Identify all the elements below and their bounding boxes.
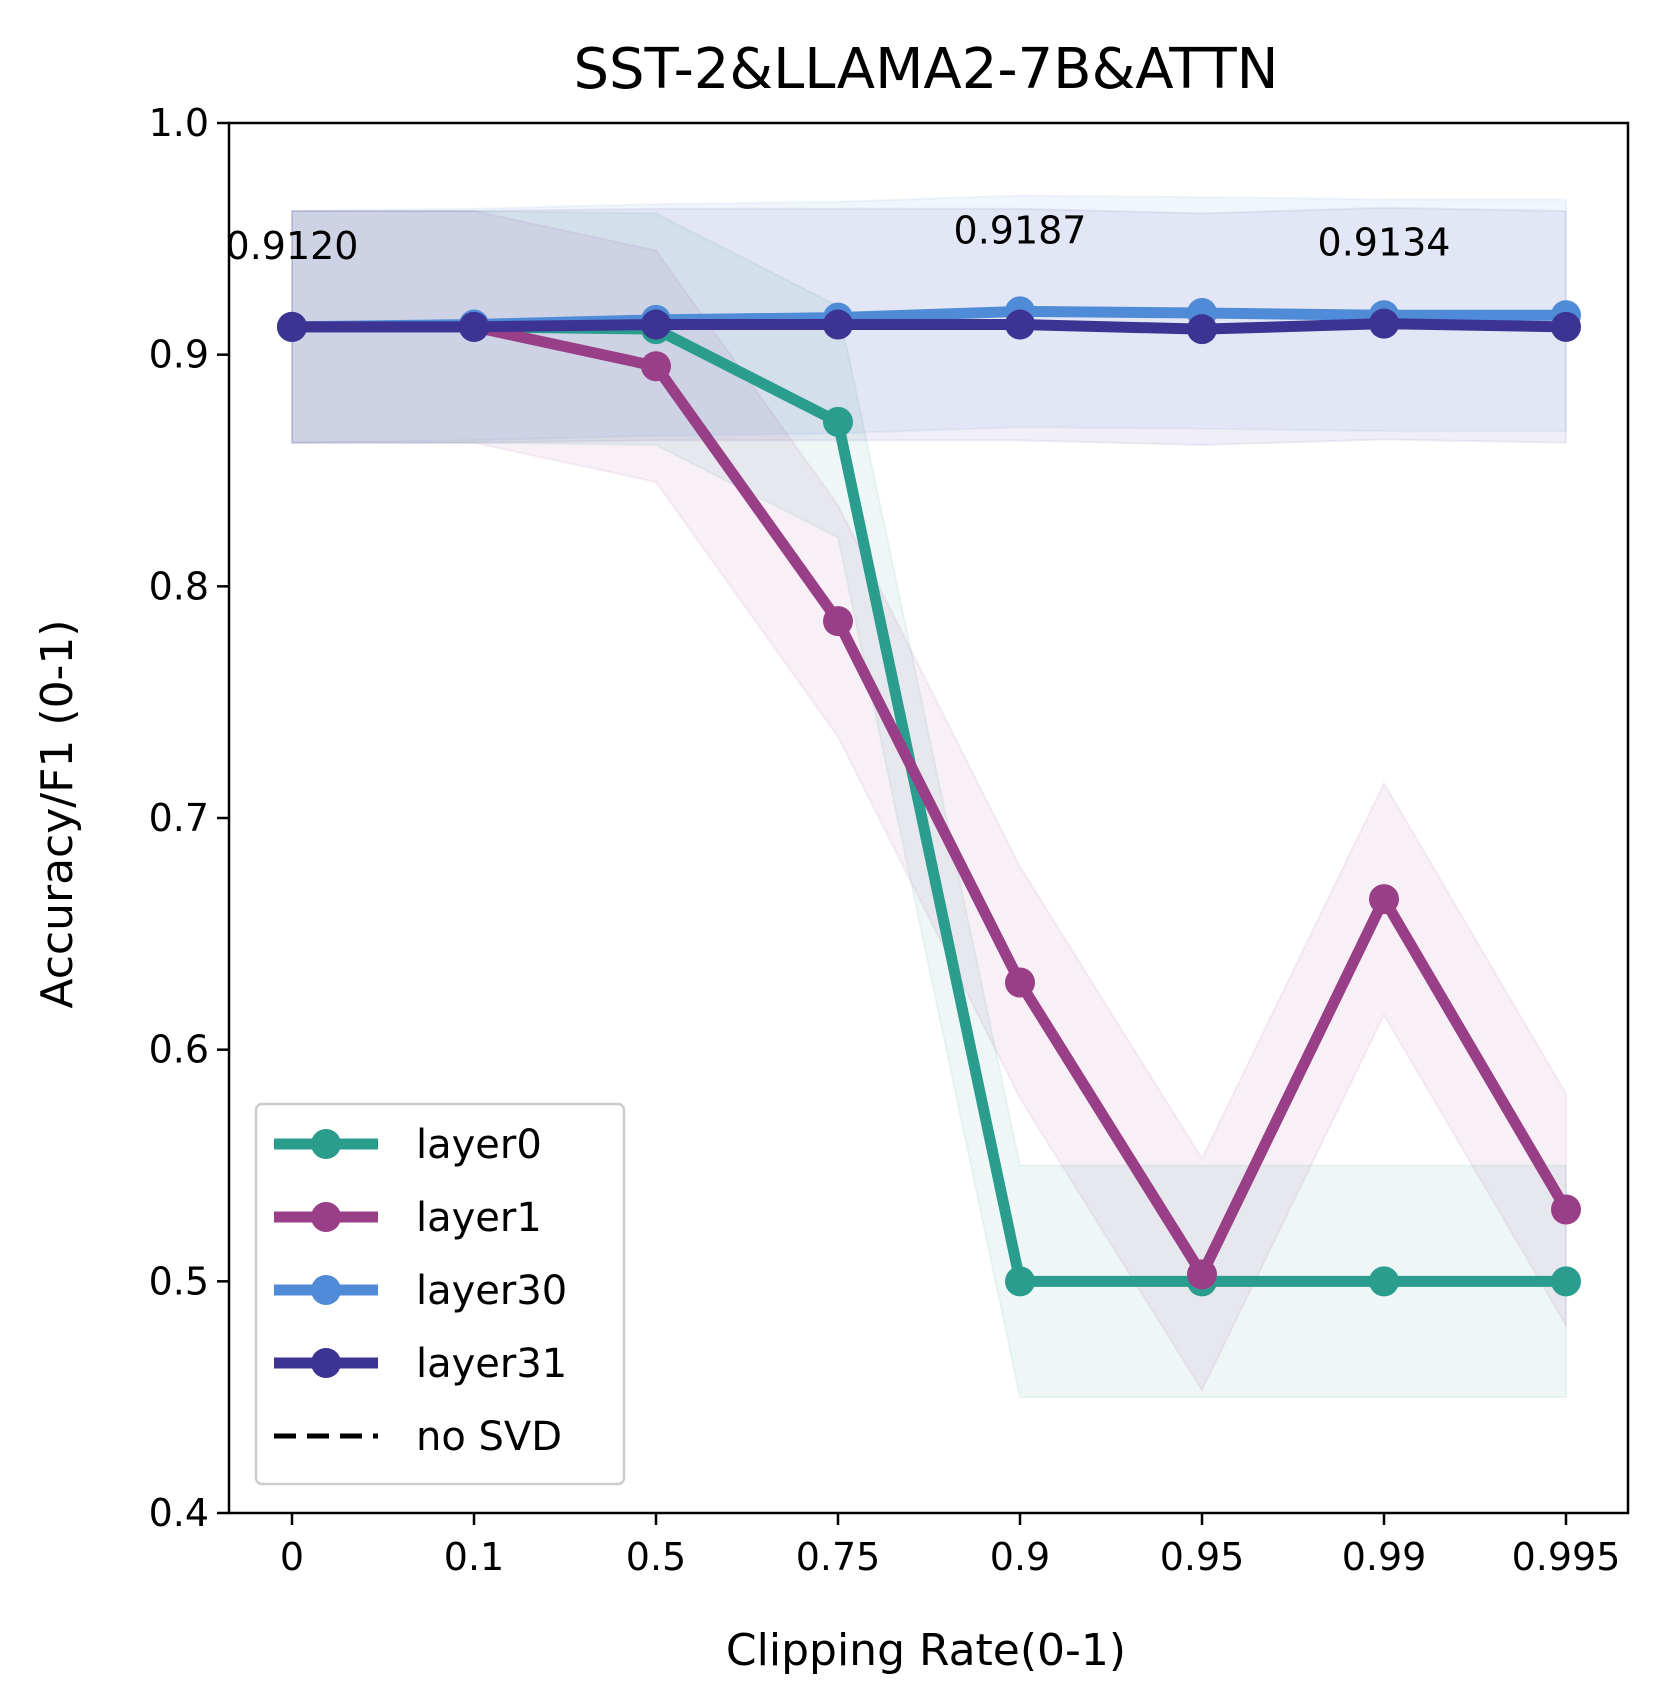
series-line-layer1 <box>292 321 1571 1280</box>
legend-label-layer0: layer0 <box>416 1122 542 1168</box>
data-point-layer0-0.9 <box>1005 1266 1035 1297</box>
x-tick-label: 0.75 <box>796 1535 881 1579</box>
y-axis-label: Accuracy/F1 (0-1) <box>32 619 83 1008</box>
data-point-layer31-0.95 <box>1187 314 1217 345</box>
value-annotation: 0.9134 <box>1318 221 1451 265</box>
data-point-layer0-0.99 <box>1369 1266 1399 1297</box>
y-tick-label: 0.9 <box>149 333 209 377</box>
data-point-layer1-0.99 <box>1369 884 1399 915</box>
legend-label-layer1: layer1 <box>416 1195 542 1241</box>
data-point-layer1-0.5 <box>641 351 671 382</box>
data-point-layer1-0.75 <box>823 606 853 637</box>
x-tick-label: 0.995 <box>1512 1535 1621 1579</box>
legend-marker-layer30 <box>311 1275 341 1305</box>
data-point-layer1-0.9 <box>1005 967 1035 998</box>
data-point-layer0-0.995 <box>1551 1266 1581 1297</box>
legend-marker-layer1 <box>311 1202 341 1232</box>
x-tick-label: 0.5 <box>626 1535 686 1579</box>
data-point-layer31-0.1 <box>459 311 489 342</box>
x-axis-label: Clipping Rate(0-1) <box>726 1625 1126 1676</box>
data-point-layer0-0.75 <box>823 406 853 437</box>
legend-label-no-SVD: no SVD <box>416 1414 562 1460</box>
data-point-layer31-0.75 <box>823 309 853 340</box>
value-annotation: 0.9120 <box>226 224 359 268</box>
data-point-layer31-0.9 <box>1005 309 1035 340</box>
x-tick-label: 0 <box>280 1535 304 1579</box>
value-annotations: 0.9120 0.9187 0.9134 <box>226 208 1451 268</box>
data-point-layer31-0.995 <box>1551 311 1581 342</box>
legend-box <box>254 1102 626 1486</box>
x-tick-label: 0.9 <box>990 1535 1050 1579</box>
value-annotation: 0.9187 <box>954 208 1087 252</box>
data-point-layer31-0 <box>277 311 307 342</box>
legend: layer0 layer1 layer30 layer31 no SVD <box>254 1102 626 1486</box>
data-point-layer1-0.995 <box>1551 1194 1581 1225</box>
legend-marker-layer31 <box>311 1348 341 1378</box>
y-tick-label: 0.5 <box>149 1259 209 1303</box>
y-tick-label: 0.7 <box>149 796 209 840</box>
data-point-layer31-0.5 <box>641 309 671 340</box>
data-point-layer1-0.95 <box>1187 1259 1217 1290</box>
legend-label-layer31: layer31 <box>416 1341 567 1387</box>
x-tick-label: 0.1 <box>444 1535 504 1579</box>
y-tick-label: 0.8 <box>149 564 209 608</box>
y-tick-label: 0.6 <box>149 1028 209 1072</box>
chart-title: SST-2&LLAMA2-7B&ATTN <box>573 37 1278 102</box>
x-tick-label: 0.95 <box>1160 1535 1245 1579</box>
legend-marker-layer0 <box>311 1129 341 1159</box>
data-point-layer31-0.99 <box>1369 308 1399 339</box>
legend-label-layer30: layer30 <box>416 1268 567 1314</box>
x-tick-label: 0.99 <box>1342 1535 1427 1579</box>
series-lines <box>277 296 1581 1297</box>
series-line-layer31 <box>292 318 1567 335</box>
y-tick-label: 0.4 <box>149 1491 209 1535</box>
axes: 0 0.1 0.5 0.75 0.9 0.95 0.99 0.995 0.4 0.5 0.6 0.7 0… <box>149 101 1630 1579</box>
y-tick-label: 1.0 <box>149 101 209 145</box>
